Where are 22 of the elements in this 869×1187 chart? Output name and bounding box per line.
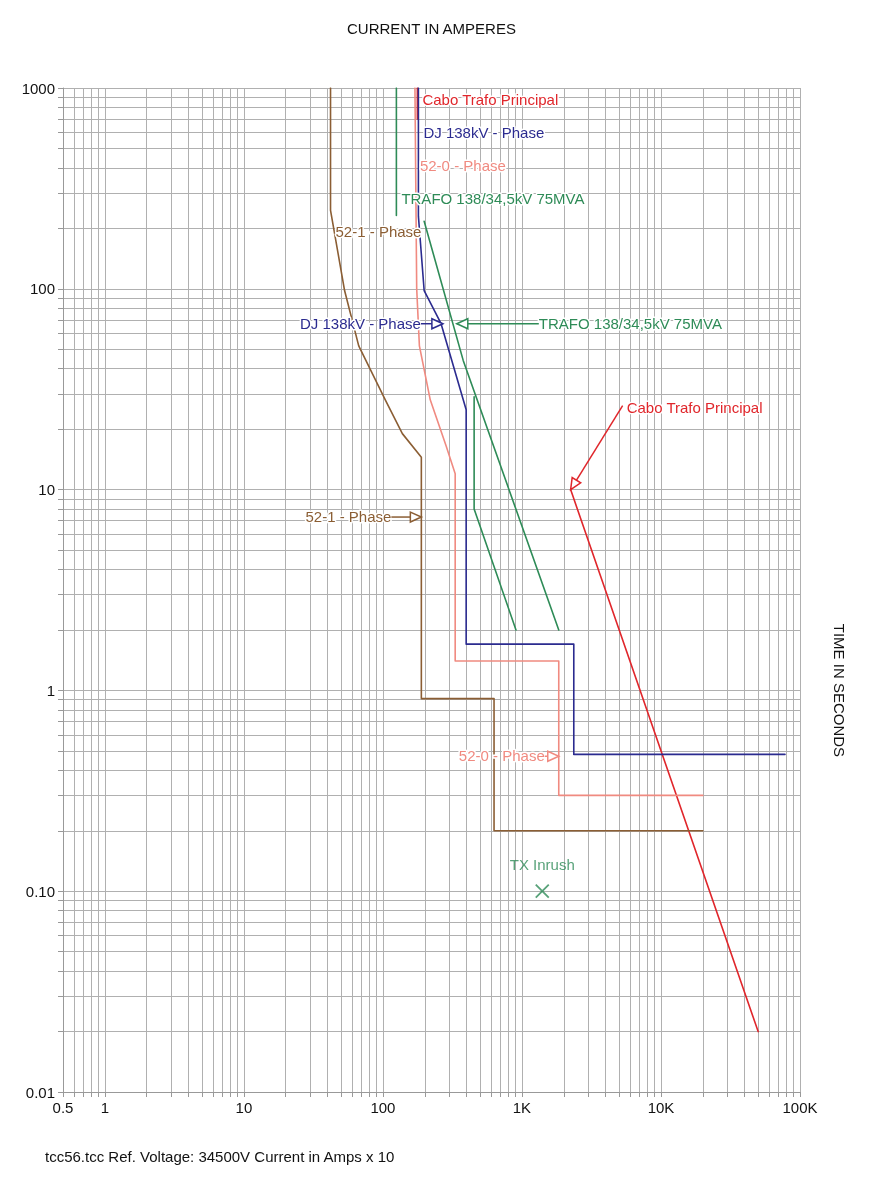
y-tick-label: 1 (46, 681, 55, 699)
annotation: Cabo Trafo Principal (626, 398, 763, 416)
x-tick-label: 0.5 (52, 1099, 74, 1116)
y-tick-label: 0.01 (25, 1083, 55, 1101)
x-tick-label: 100K (782, 1099, 818, 1116)
x-tick-label: 10 (235, 1099, 253, 1116)
y-tick-label: 1000 (21, 79, 55, 97)
series-label: DJ 138kV - Phase (423, 124, 545, 141)
annotation: 52-1 - Phase (305, 508, 392, 526)
y-tick-label: 0.10 (25, 882, 55, 900)
annotation: TRAFO 138/34,5kV 75MVA (538, 314, 722, 332)
text: tcc56.tcc Ref. Voltage: 34500V Current in Amps x 10 (45, 1148, 395, 1165)
y-tick-label: 100 (29, 280, 55, 298)
series-label: Cabo Trafo Principal (422, 91, 559, 108)
y-tick-label: 10 (38, 481, 55, 499)
x-axis-title: CURRENT IN AMPERES (347, 20, 516, 37)
x-tick-label: 10K (647, 1099, 675, 1116)
x-tick-label: 1K (512, 1099, 532, 1116)
x-tick-label: 100 (370, 1099, 396, 1116)
y-axis-title: TIME IN SECONDS (831, 623, 848, 758)
x-tick-label: 1 (100, 1099, 110, 1116)
series-label: TX Inrush (509, 856, 575, 874)
